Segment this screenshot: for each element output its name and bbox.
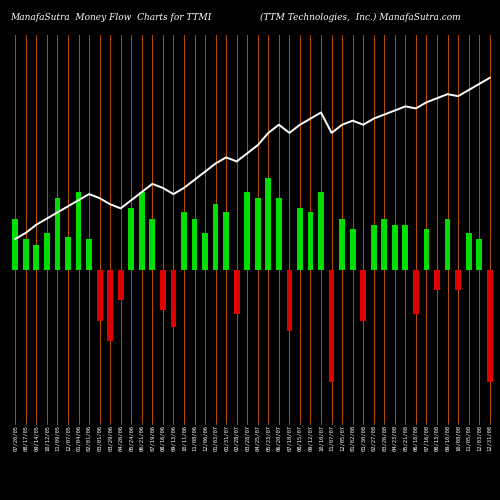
- Bar: [328, 270, 334, 382]
- Bar: [234, 270, 239, 314]
- Bar: [244, 192, 250, 270]
- Bar: [392, 224, 398, 270]
- Bar: [44, 233, 50, 270]
- Bar: [65, 237, 71, 270]
- Text: ManafaSutra  Money Flow  Charts for TTMI: ManafaSutra Money Flow Charts for TTMI: [10, 12, 211, 22]
- Bar: [360, 270, 366, 320]
- Bar: [339, 218, 345, 270]
- Bar: [150, 218, 155, 270]
- Bar: [96, 270, 102, 320]
- Bar: [444, 218, 450, 270]
- Bar: [86, 239, 92, 270]
- Bar: [318, 192, 324, 270]
- Bar: [223, 212, 229, 270]
- Bar: [76, 192, 82, 270]
- Bar: [455, 270, 461, 290]
- Bar: [12, 218, 18, 270]
- Bar: [476, 239, 482, 270]
- Bar: [212, 204, 218, 270]
- Bar: [139, 192, 144, 270]
- Bar: [286, 270, 292, 330]
- Bar: [181, 212, 187, 270]
- Bar: [371, 224, 376, 270]
- Bar: [108, 270, 113, 341]
- Bar: [382, 218, 387, 270]
- Bar: [34, 245, 40, 270]
- Bar: [424, 229, 430, 270]
- Bar: [350, 229, 356, 270]
- Bar: [434, 270, 440, 290]
- Bar: [128, 208, 134, 270]
- Bar: [402, 224, 408, 270]
- Bar: [192, 218, 198, 270]
- Bar: [413, 270, 419, 314]
- Bar: [308, 212, 314, 270]
- Bar: [23, 239, 28, 270]
- Bar: [266, 178, 271, 270]
- Bar: [466, 233, 471, 270]
- Text: (TTM Technologies,  Inc.) ManafaSutra.com: (TTM Technologies, Inc.) ManafaSutra.com: [260, 12, 460, 22]
- Bar: [118, 270, 124, 300]
- Bar: [54, 198, 60, 270]
- Bar: [487, 270, 492, 382]
- Bar: [160, 270, 166, 310]
- Bar: [202, 233, 208, 270]
- Bar: [170, 270, 176, 326]
- Bar: [297, 208, 303, 270]
- Bar: [276, 198, 282, 270]
- Bar: [255, 198, 260, 270]
